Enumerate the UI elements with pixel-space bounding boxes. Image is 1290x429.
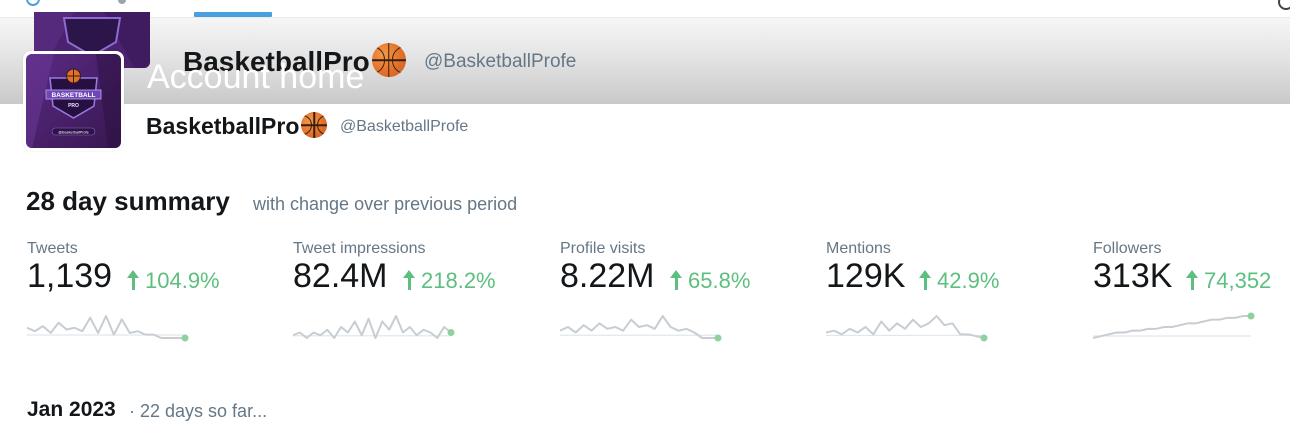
header-display-name: BasketballPro: [183, 43, 406, 78]
arrow-up-icon: [403, 270, 417, 290]
header-handle: @BasketballProfe: [424, 51, 577, 72]
sparkline-chart: [293, 315, 455, 339]
basketball-emoji-icon: [301, 112, 328, 138]
month-subtitle: · 22 days so far...: [129, 401, 268, 421]
stat-label: Followers: [1093, 240, 1162, 257]
stat-label: Tweets: [27, 240, 78, 257]
stat-tweets[interactable]: Tweets 1,139 104.9%: [27, 240, 257, 350]
sparkline-line: [826, 315, 985, 339]
stat-value: 82.4M: [293, 257, 388, 295]
arrow-up-icon: [670, 270, 684, 290]
stat-mentions[interactable]: Mentions 129K 42.9%: [826, 240, 1056, 350]
sparkline-endpoint: [1247, 312, 1255, 320]
stat-profile-visits[interactable]: Profile visits 8.22M 65.8%: [560, 240, 790, 350]
stat-value: 129K: [826, 257, 906, 295]
avatar-text: BASKETBALL: [51, 92, 95, 99]
arrow-up-icon: [127, 270, 141, 290]
top-navigation: [0, 0, 1290, 18]
summary-title: 28 day summary: [26, 186, 230, 216]
nav-menu-icon[interactable]: [118, 0, 126, 4]
sparkline-endpoint: [980, 334, 988, 342]
sparkline-chart: [560, 315, 722, 342]
avatar-handle: @BasketballProfe: [58, 130, 88, 134]
header-banner: BasketballPro @BasketballProfe: [0, 12, 1290, 104]
stat-value: 1,139: [27, 257, 113, 295]
sparkline-endpoint: [447, 329, 455, 336]
profile-handle: @BasketballProfe: [340, 118, 469, 135]
stat-change: 74,352: [1186, 268, 1271, 294]
tab-home-active-indicator[interactable]: [194, 12, 272, 17]
sparkline-line: [293, 315, 452, 339]
sparkline-chart: [27, 315, 189, 342]
nav-logo-icon[interactable]: [26, 0, 40, 6]
stat-tweet-impressions[interactable]: Tweet impressions 82.4M 218.2%: [293, 240, 523, 350]
avatar-subtext: PRO: [68, 103, 79, 109]
sparkline-line: [1093, 315, 1251, 339]
stat-value: 8.22M: [560, 257, 655, 295]
month-title: Jan 2023: [27, 398, 116, 421]
sparkline-line: [27, 315, 185, 339]
sparkline-chart: [826, 315, 988, 342]
stat-label: Tweet impressions: [293, 240, 426, 257]
avatar[interactable]: BASKETBALL PRO @BasketballProfe: [23, 51, 124, 151]
page-title: Account home: [147, 58, 365, 96]
stat-label: Mentions: [826, 240, 891, 257]
sparkline-line: [560, 315, 718, 339]
profile-display-name: BasketballPro: [146, 112, 328, 140]
stat-value: 313K: [1093, 257, 1173, 295]
summary-subtitle: with change over previous period: [253, 194, 518, 214]
nav-profile-icon[interactable]: [1278, 0, 1290, 10]
sparkline-chart: [1093, 312, 1255, 339]
stat-label: Profile visits: [560, 240, 646, 257]
stat-change: 65.8%: [670, 268, 750, 294]
sparkline-endpoint: [714, 334, 722, 342]
stat-change: 104.9%: [127, 268, 220, 294]
basketball-emoji-icon: [371, 43, 406, 77]
arrow-up-icon: [1186, 270, 1200, 290]
stat-change: 42.9%: [919, 268, 999, 294]
stat-followers[interactable]: Followers 313K 74,352: [1093, 240, 1290, 350]
arrow-up-icon: [919, 270, 933, 290]
avatar-logo: BASKETBALL PRO @BasketballProfe: [26, 54, 121, 148]
stat-change: 218.2%: [403, 268, 496, 294]
sparkline-endpoint: [181, 334, 189, 342]
